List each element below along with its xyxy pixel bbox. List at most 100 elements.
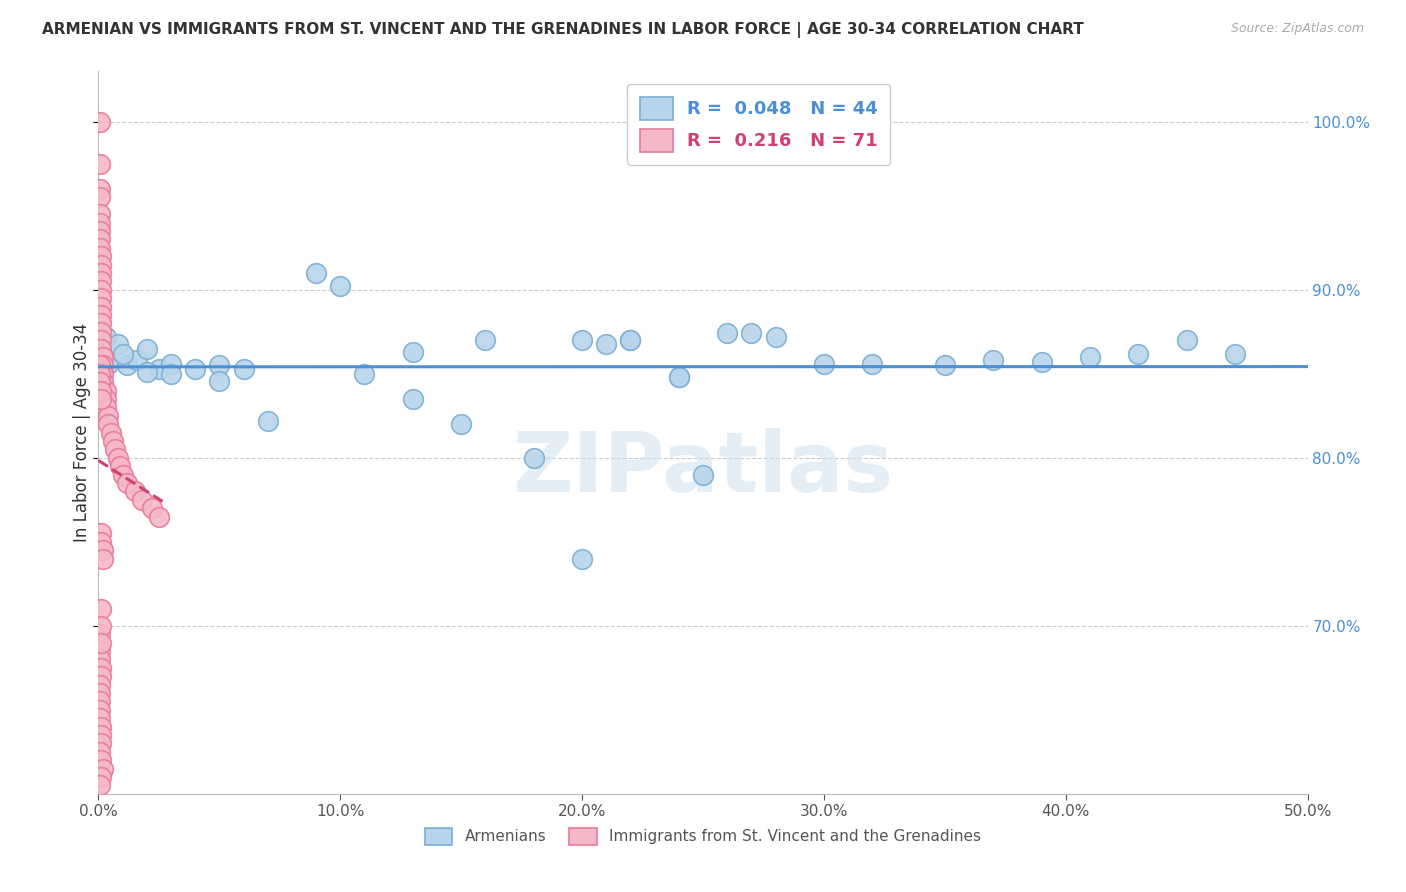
Point <box>94 384 117 398</box>
Point <box>94 330 117 344</box>
Point <box>91 551 114 566</box>
Point <box>89 182 111 196</box>
Point <box>90 300 112 314</box>
Point <box>90 669 112 683</box>
Point <box>981 353 1004 368</box>
Point <box>184 361 207 376</box>
Point <box>89 678 111 692</box>
Point <box>692 467 714 482</box>
Text: ZIPatlas: ZIPatlas <box>513 428 893 509</box>
Point <box>860 357 883 371</box>
Point <box>90 384 112 398</box>
Point <box>90 249 112 263</box>
Point <box>131 492 153 507</box>
Point <box>90 770 112 784</box>
Point <box>305 266 328 280</box>
Point <box>89 367 111 381</box>
Point <box>104 442 127 457</box>
Point <box>934 359 956 373</box>
Point <box>90 392 112 406</box>
Point <box>89 224 111 238</box>
Point <box>91 359 114 373</box>
Point <box>89 745 111 759</box>
Point <box>89 157 111 171</box>
Point <box>595 336 617 351</box>
Point <box>90 308 112 322</box>
Point <box>90 602 112 616</box>
Point <box>90 291 112 305</box>
Point <box>89 207 111 221</box>
Point <box>208 374 231 388</box>
Y-axis label: In Labor Force | Age 30-34: In Labor Force | Age 30-34 <box>73 323 91 542</box>
Point <box>90 728 112 742</box>
Point <box>107 450 129 465</box>
Point <box>97 409 120 423</box>
Point <box>232 361 254 376</box>
Point <box>100 425 122 440</box>
Point <box>474 333 496 347</box>
Point <box>571 333 593 347</box>
Point <box>108 459 131 474</box>
Point <box>208 359 231 373</box>
Point <box>90 753 112 767</box>
Point <box>716 326 738 341</box>
Point <box>148 361 170 376</box>
Point <box>90 661 112 675</box>
Point <box>89 703 111 717</box>
Point <box>89 686 111 700</box>
Point <box>1078 350 1101 364</box>
Point <box>89 694 111 708</box>
Point <box>668 370 690 384</box>
Point <box>91 762 114 776</box>
Point <box>90 317 112 331</box>
Point <box>89 115 111 129</box>
Text: Source: ZipAtlas.com: Source: ZipAtlas.com <box>1230 22 1364 36</box>
Point <box>668 370 690 384</box>
Point <box>329 279 352 293</box>
Point <box>89 190 111 204</box>
Point <box>1031 355 1053 369</box>
Point <box>89 779 111 793</box>
Point <box>90 534 112 549</box>
Point <box>124 484 146 499</box>
Point <box>90 635 112 649</box>
Point <box>89 644 111 658</box>
Point <box>90 736 112 750</box>
Legend: Armenians, Immigrants from St. Vincent and the Grenadines: Armenians, Immigrants from St. Vincent a… <box>419 822 987 851</box>
Point <box>90 333 112 347</box>
Point <box>740 326 762 341</box>
Point <box>91 350 114 364</box>
Point <box>141 501 163 516</box>
Point <box>160 367 183 381</box>
Point <box>89 216 111 230</box>
Point <box>619 333 641 347</box>
Point <box>89 652 111 666</box>
Point <box>353 367 375 381</box>
Point <box>89 627 111 641</box>
Point <box>107 336 129 351</box>
Point <box>1223 346 1246 360</box>
Point <box>571 551 593 566</box>
Point <box>127 353 149 368</box>
Point <box>135 342 157 356</box>
Point <box>117 476 139 491</box>
Point <box>90 258 112 272</box>
Point <box>619 333 641 347</box>
Point <box>89 711 111 725</box>
Point <box>90 619 112 633</box>
Point <box>89 232 111 246</box>
Point <box>402 345 425 359</box>
Point <box>89 375 111 389</box>
Point <box>111 346 134 360</box>
Point <box>94 401 117 415</box>
Point <box>90 325 112 339</box>
Point <box>94 392 117 406</box>
Point <box>1175 333 1198 347</box>
Point <box>90 283 112 297</box>
Point <box>90 274 112 288</box>
Point <box>135 365 157 379</box>
Point <box>111 467 134 482</box>
Point <box>1128 346 1150 360</box>
Text: ARMENIAN VS IMMIGRANTS FROM ST. VINCENT AND THE GRENADINES IN LABOR FORCE | AGE : ARMENIAN VS IMMIGRANTS FROM ST. VINCENT … <box>42 22 1084 38</box>
Point <box>523 450 546 465</box>
